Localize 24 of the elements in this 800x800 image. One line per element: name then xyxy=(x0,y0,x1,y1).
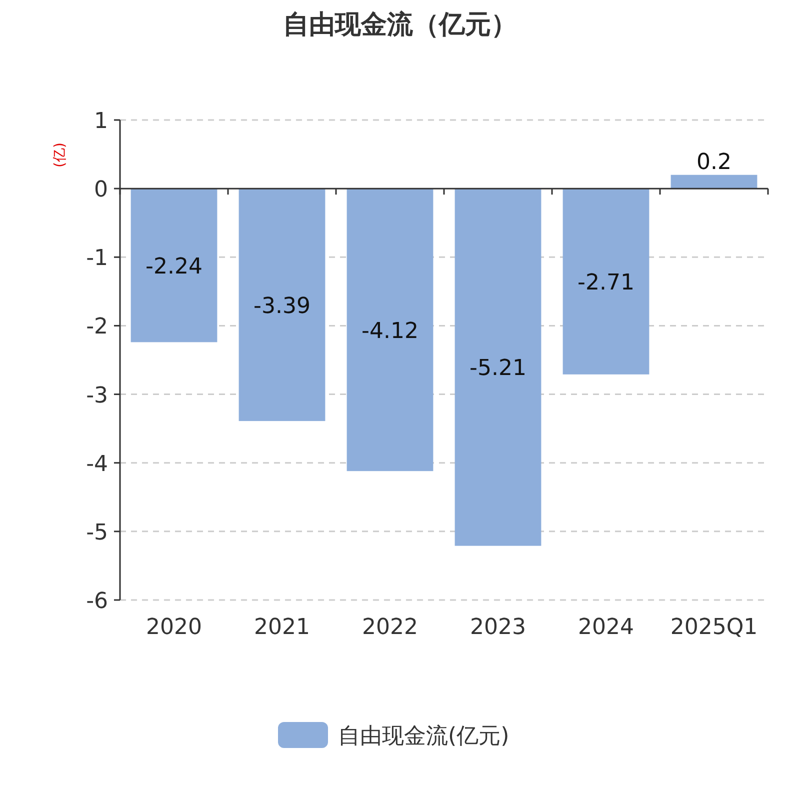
y-tick-label: -5 xyxy=(86,520,108,546)
y-tick-label: -6 xyxy=(86,589,108,614)
x-tick-label: 2023 xyxy=(470,615,526,640)
legend: 自由现金流(亿元) xyxy=(278,722,510,749)
y-tick-label: -4 xyxy=(86,452,108,477)
x-tick-label: 2024 xyxy=(578,615,634,640)
y-tick-label: -1 xyxy=(86,246,108,272)
data-label: -5.21 xyxy=(470,356,526,382)
legend-label: 自由现金流(亿元) xyxy=(338,724,510,749)
y-tick-label: -2 xyxy=(86,314,108,340)
x-tick-label: 2020 xyxy=(146,615,202,640)
x-tick-label: 2025Q1 xyxy=(670,615,758,640)
chart-title: 自由现金流（亿元） xyxy=(283,10,517,40)
data-label: -3.39 xyxy=(254,294,310,319)
y-axis-title: (亿) xyxy=(52,142,68,168)
data-label: -4.12 xyxy=(362,318,418,344)
x-tick-label: 2021 xyxy=(254,615,310,640)
data-label: -2.24 xyxy=(146,254,202,280)
y-tick-label: 1 xyxy=(94,109,108,134)
data-label: -2.71 xyxy=(578,270,634,296)
y-tick-label: -3 xyxy=(86,383,108,408)
y-tick-label: 0 xyxy=(94,178,108,203)
data-label: 0.2 xyxy=(696,150,732,175)
x-tick-label: 2022 xyxy=(362,615,418,640)
